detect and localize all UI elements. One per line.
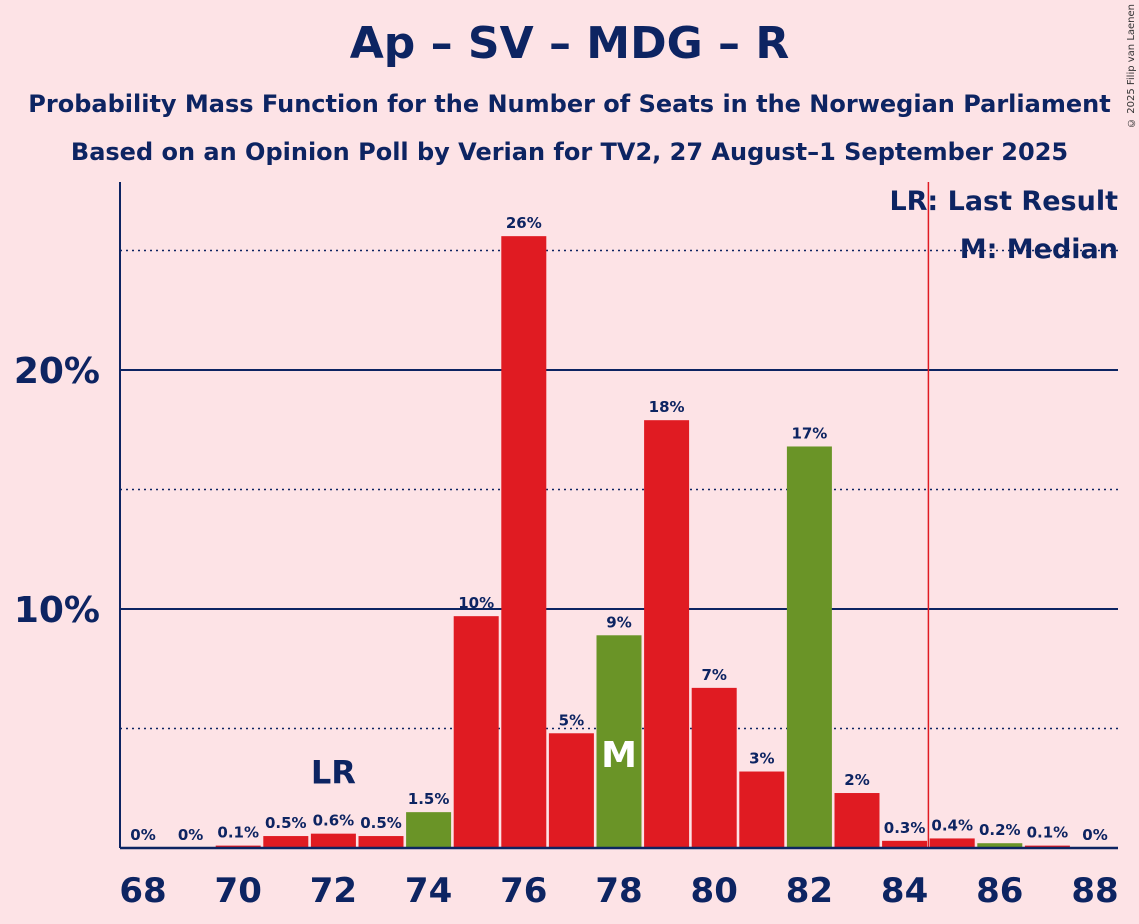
bar-value-label: 1.5% [408,790,450,808]
bar-value-label: 17% [791,424,827,442]
bar-value-label: 3% [749,750,774,768]
bar-seat-74 [406,812,452,848]
bar-seat-85 [929,838,975,848]
last-result-marker: LR [311,754,356,792]
bar-value-label: 0% [130,826,155,844]
bar-seat-72 [310,833,356,848]
chart-subtitle-source: Based on an Opinion Poll by Verian for T… [70,138,1069,166]
bar-value-label: 10% [458,594,494,612]
bar-seat-83 [834,793,880,848]
bar-value-label: 0.5% [360,814,402,832]
bar-value-label: 0.1% [1027,824,1069,842]
bar-value-label: 2% [844,771,869,789]
bar-value-label: 7% [701,666,726,684]
bar-seat-81 [739,771,785,848]
median-marker: M [601,735,637,776]
bar-seat-86 [977,843,1023,848]
bar-seat-80 [691,687,737,848]
bar-value-label: 0.4% [931,816,973,834]
bar-value-label: 0.1% [217,824,259,842]
bar-value-label: 0.6% [313,812,355,830]
chart-title: Ap – SV – MDG – R [349,18,790,69]
x-tick-label: 80 [691,871,738,911]
bar-seat-82 [786,446,832,848]
bar-value-label: 0.3% [884,819,926,837]
bar-value-label: 18% [649,398,685,416]
bar-value-label: 5% [559,711,584,729]
x-tick-label: 68 [119,871,166,911]
bar-value-label: 9% [606,613,631,631]
bar-seat-73 [358,836,404,848]
x-tick-label: 82 [786,871,833,911]
legend-item: M: Median [960,234,1118,265]
bar-seat-84 [882,840,928,848]
bar-seat-75 [453,616,499,848]
bar-value-label: 0% [1082,826,1107,844]
x-tick-label: 76 [500,871,547,911]
bar-seat-71 [263,836,309,848]
y-tick-label: 20% [14,351,100,392]
x-tick-label: 70 [215,871,262,911]
bar-value-label: 0% [178,826,203,844]
bar-value-label: 0.5% [265,814,307,832]
x-tick-label: 74 [405,871,452,911]
x-tick-label: 78 [595,871,642,911]
bar-value-label: 26% [506,214,542,232]
x-tick-label: 72 [310,871,357,911]
chart-subtitle-method: Probability Mass Function for the Number… [28,90,1111,118]
y-tick-label: 10% [14,590,100,631]
legend-item: LR: Last Result [889,186,1118,217]
x-tick-label: 84 [881,871,928,911]
bar-seat-79 [644,420,690,848]
x-tick-label: 86 [976,871,1023,911]
bar-seat-77 [548,733,594,848]
bar-value-label: 0.2% [979,821,1021,839]
bar-seat-78 [596,635,642,848]
x-tick-label: 88 [1071,871,1118,911]
bar-seat-76 [501,236,547,848]
